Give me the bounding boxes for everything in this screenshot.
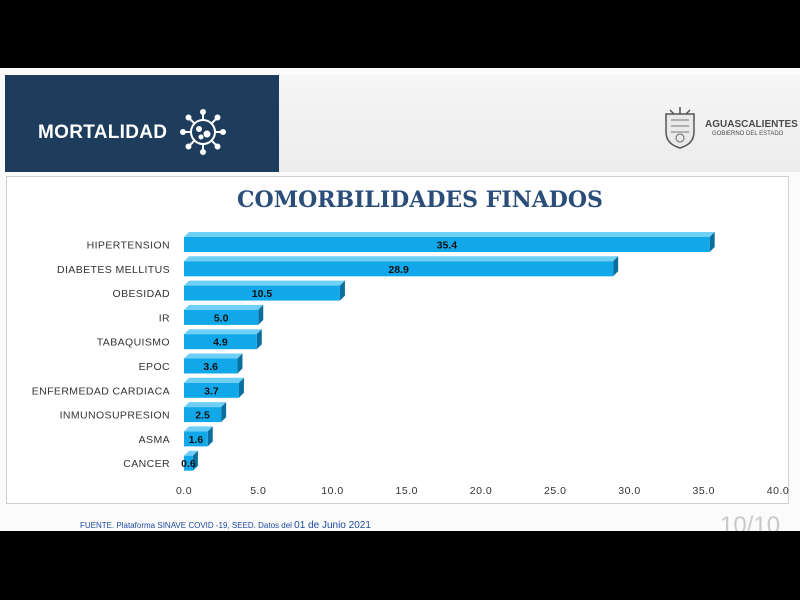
bar-side <box>221 402 227 423</box>
state-coat-of-arms-icon <box>665 107 695 149</box>
data-label: 3.7 <box>204 385 219 397</box>
bar-top <box>184 304 264 310</box>
bar <box>184 358 238 374</box>
data-label: 1.6 <box>189 434 204 446</box>
logo-subtitle: GOBIERNO DEL ESTADO <box>712 131 784 137</box>
category-label: OBESIDAD <box>113 288 170 300</box>
source-text: FUENTE. Plataforma SINAVE COVID -19, SEE… <box>80 521 295 530</box>
page-number: 10/10 <box>720 512 781 531</box>
bar-top <box>184 353 243 359</box>
x-tick-label: 35.0 <box>693 485 715 497</box>
bar <box>184 237 710 252</box>
slide: MORTALIDAD AGUASCALIENTES GOBIE <box>0 68 800 531</box>
chart-title: COMORBILIDADES FINADOS <box>237 187 603 213</box>
bar <box>184 309 259 325</box>
data-label: 35.4 <box>437 240 458 252</box>
source-date: 01 de Junio 2021 <box>294 520 371 531</box>
bar <box>184 334 257 350</box>
comorbidities-chart: COMORBILIDADES FINADOS HIPERTENSION 35.4 D… <box>32 187 789 497</box>
source-note: FUENTE. Plataforma SINAVE COVID -19, SEE… <box>80 520 371 531</box>
bar-side <box>613 256 619 277</box>
data-label: 4.9 <box>213 337 228 349</box>
section-banner: MORTALIDAD <box>5 75 279 172</box>
virus-icon <box>180 109 226 155</box>
category-label: IR <box>159 312 170 324</box>
bar <box>184 407 222 423</box>
logo-name: AGUASCALIENTES <box>705 119 798 130</box>
x-tick-label: 0.0 <box>176 485 192 497</box>
bar-side <box>237 353 243 374</box>
bar-top <box>184 329 262 335</box>
bar <box>184 431 208 447</box>
category-label: DIABETES MELLITUS <box>57 264 170 276</box>
category-label: ENFERMEDAD CARDIACA <box>32 385 170 397</box>
x-tick-label: 10.0 <box>321 485 343 497</box>
bar-top <box>184 450 198 456</box>
bar-side <box>339 280 345 301</box>
header-band <box>279 75 800 172</box>
bar <box>184 455 193 471</box>
bar <box>184 382 239 398</box>
data-label: 28.9 <box>388 264 409 276</box>
bar-top <box>184 232 715 237</box>
bar-top <box>184 377 244 383</box>
category-label: ASMA <box>139 434 170 446</box>
bar-side <box>238 377 244 398</box>
x-tick-label: 5.0 <box>250 485 266 497</box>
data-label: 2.5 <box>195 410 210 422</box>
bar-side <box>709 232 715 252</box>
category-label: CANCER <box>123 458 170 470</box>
bar <box>184 261 614 277</box>
bar-top <box>184 402 227 408</box>
bar-side <box>258 304 264 325</box>
x-tick-label: 40.0 <box>767 485 789 497</box>
bar-top <box>184 426 213 432</box>
data-label: 0.6 <box>181 458 196 470</box>
bar-top <box>184 256 619 262</box>
category-label: TABAQUISMO <box>97 337 170 349</box>
section-title: MORTALIDAD <box>38 122 168 143</box>
x-tick-label: 25.0 <box>544 485 566 497</box>
x-tick-label: 20.0 <box>470 485 492 497</box>
category-label: HIPERTENSION <box>87 240 170 252</box>
bar-side <box>207 426 213 447</box>
x-tick-label: 30.0 <box>618 485 640 497</box>
bar-side <box>256 329 262 350</box>
category-label: EPOC <box>139 361 170 373</box>
x-tick-label: 15.0 <box>396 485 418 497</box>
bar <box>184 285 340 301</box>
data-label: 5.0 <box>214 312 229 324</box>
bar-side <box>192 450 198 471</box>
chart-panel: COMORBILIDADES FINADOS HIPERTENSION 35.4 D… <box>6 176 789 504</box>
data-label: 3.6 <box>203 361 218 373</box>
bar-top <box>184 280 345 286</box>
data-label: 10.5 <box>252 288 273 300</box>
category-label: INMUNOSUPRESION <box>60 410 170 422</box>
